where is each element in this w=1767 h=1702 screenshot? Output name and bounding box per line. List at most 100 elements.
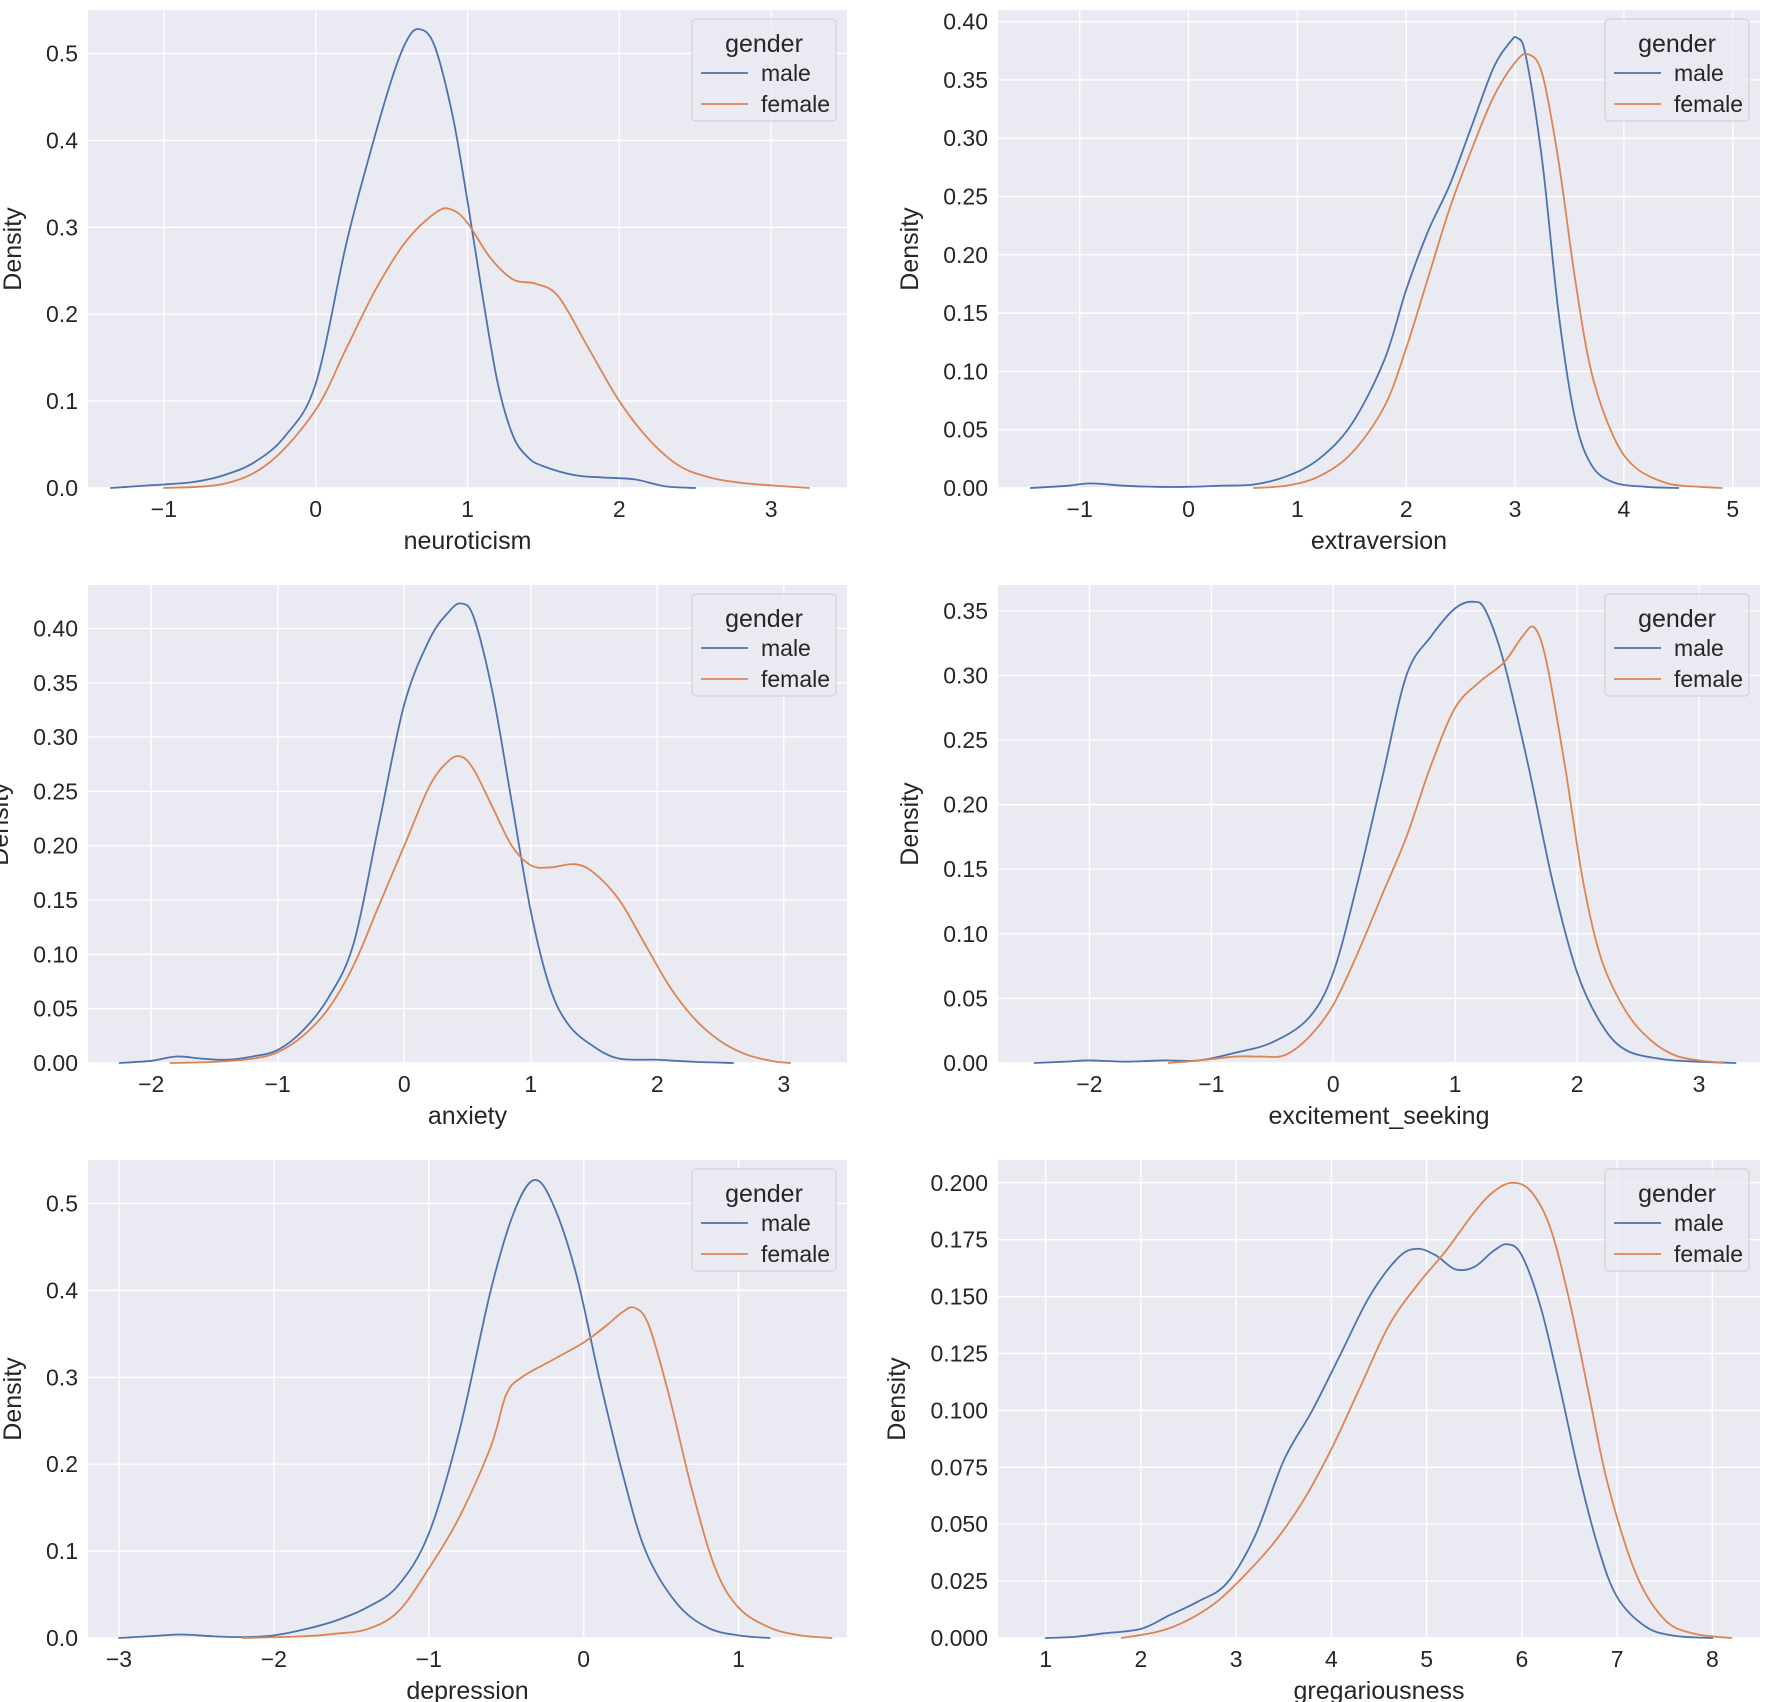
x-axis-label: extraversion (1311, 527, 1447, 555)
x-tick-label: −1 (416, 1646, 442, 1672)
y-tick-label: 0.15 (33, 887, 78, 913)
legend-title: gender (725, 605, 803, 633)
y-tick-label: 0.125 (930, 1340, 988, 1366)
x-tick-label: 3 (1509, 496, 1522, 522)
y-tick-label: 0.40 (33, 615, 78, 641)
y-tick-label: 0.00 (943, 1050, 988, 1076)
x-tick-label: 1 (524, 1071, 537, 1097)
subplot-gregariousness: 1 2 3 4 5 6 7 8 0.000 0.025 0.050 0.075 0.100 0.125 0.… (883, 1160, 1760, 1702)
y-tick-label: 0.050 (930, 1511, 988, 1537)
legend-label-female: female (761, 91, 830, 117)
x-tick-label: 1 (732, 1646, 745, 1672)
y-tick-label: 0.05 (33, 996, 78, 1022)
y-tick-label: 0.0 (46, 475, 78, 501)
x-tick-label: 6 (1515, 1646, 1528, 1672)
legend-title: gender (1638, 30, 1716, 58)
x-axis-label: anxiety (428, 1102, 508, 1130)
y-tick-label: 0.150 (930, 1284, 988, 1310)
legend-title: gender (1638, 1180, 1716, 1208)
legend-title: gender (1638, 605, 1716, 633)
y-tick-label: 0.10 (943, 358, 988, 384)
x-tick-label: 4 (1325, 1646, 1338, 1672)
series-line-female (1120, 1181, 1733, 1639)
x-tick-label: 2 (1400, 496, 1413, 522)
series-line-male (109, 28, 697, 489)
legend-box (691, 1168, 837, 1272)
x-tick-label: 3 (1230, 1646, 1243, 1672)
x-axis-label: excitement_seeking (1269, 1102, 1490, 1130)
x-tick-label: −1 (1198, 1071, 1224, 1097)
x-tick-label: 7 (1611, 1646, 1624, 1672)
series-line-male (1044, 1243, 1714, 1639)
y-tick-label: 0.20 (943, 792, 988, 818)
y-axis-label: Density (883, 1357, 911, 1441)
y-tick-label: 0.4 (46, 1277, 78, 1303)
y-tick-label: 0.20 (33, 833, 78, 859)
legend-title: gender (725, 1180, 803, 1208)
y-tick-label: 0.40 (943, 9, 988, 35)
legend-label-female: female (761, 1241, 830, 1267)
x-tick-label: 3 (765, 496, 778, 522)
x-tick-label: −1 (1067, 496, 1093, 522)
y-tick-label: 0.3 (46, 214, 78, 240)
y-axis-label: Density (0, 782, 14, 866)
x-tick-label: −2 (261, 1646, 287, 1672)
y-tick-label: 0.35 (943, 598, 988, 624)
y-tick-label: 0.35 (33, 670, 78, 696)
x-tick-label: 5 (1420, 1646, 1433, 1672)
x-tick-label: 1 (1039, 1646, 1052, 1672)
x-tick-label: −3 (106, 1646, 132, 1672)
legend-label-male: male (1674, 635, 1724, 661)
x-tick-label: −2 (138, 1071, 164, 1097)
series-line-male (118, 602, 735, 1064)
y-tick-label: 0.0 (46, 1625, 78, 1651)
series-line-female (242, 1306, 833, 1639)
subplot-depression: −3 −2 −1 0 1 0.0 0.1 0.2 0.3 0.4 0.5 depression Dens… (0, 1160, 847, 1702)
y-tick-label: 0.25 (33, 778, 78, 804)
legend-label-female: female (1674, 91, 1743, 117)
y-tick-label: 0.1 (46, 1538, 78, 1564)
legend-label-male: male (1674, 1210, 1724, 1236)
y-tick-label: 0.05 (943, 417, 988, 443)
legend-label-female: female (1674, 1241, 1743, 1267)
x-tick-label: 1 (461, 496, 474, 522)
y-tick-label: 0.2 (46, 1451, 78, 1477)
y-tick-label: 0.30 (943, 662, 988, 688)
series-line-female (1167, 625, 1725, 1064)
y-tick-label: 0.075 (930, 1454, 988, 1480)
y-tick-label: 0.20 (943, 242, 988, 268)
y-axis-label: Density (896, 782, 924, 866)
x-tick-label: 2 (1571, 1071, 1584, 1097)
x-tick-label: 5 (1726, 496, 1739, 522)
y-tick-label: 0.15 (943, 300, 988, 326)
x-tick-label: 3 (1693, 1071, 1706, 1097)
x-tick-label: −1 (151, 496, 177, 522)
y-axis-label: Density (0, 1357, 27, 1441)
x-axis-label: gregariousness (1294, 1677, 1465, 1702)
x-tick-label: −1 (265, 1071, 291, 1097)
y-tick-label: 0.00 (33, 1050, 78, 1076)
y-axis-label: Density (0, 207, 27, 291)
legend-box (1604, 1168, 1750, 1272)
legend-label-female: female (761, 666, 830, 692)
y-tick-label: 0.10 (943, 921, 988, 947)
legend-label-male: male (1674, 60, 1724, 86)
x-tick-label: 1 (1291, 496, 1304, 522)
y-tick-label: 0.3 (46, 1364, 78, 1390)
legend-box (1604, 18, 1750, 122)
legend-title: gender (725, 30, 803, 58)
x-tick-label: 2 (613, 496, 626, 522)
x-tick-label: 4 (1618, 496, 1631, 522)
legend-label-female: female (1674, 666, 1743, 692)
y-axis-label: Density (896, 207, 924, 291)
y-tick-label: 0.35 (943, 67, 988, 93)
y-tick-label: 0.4 (46, 127, 78, 153)
x-tick-label: 3 (777, 1071, 790, 1097)
